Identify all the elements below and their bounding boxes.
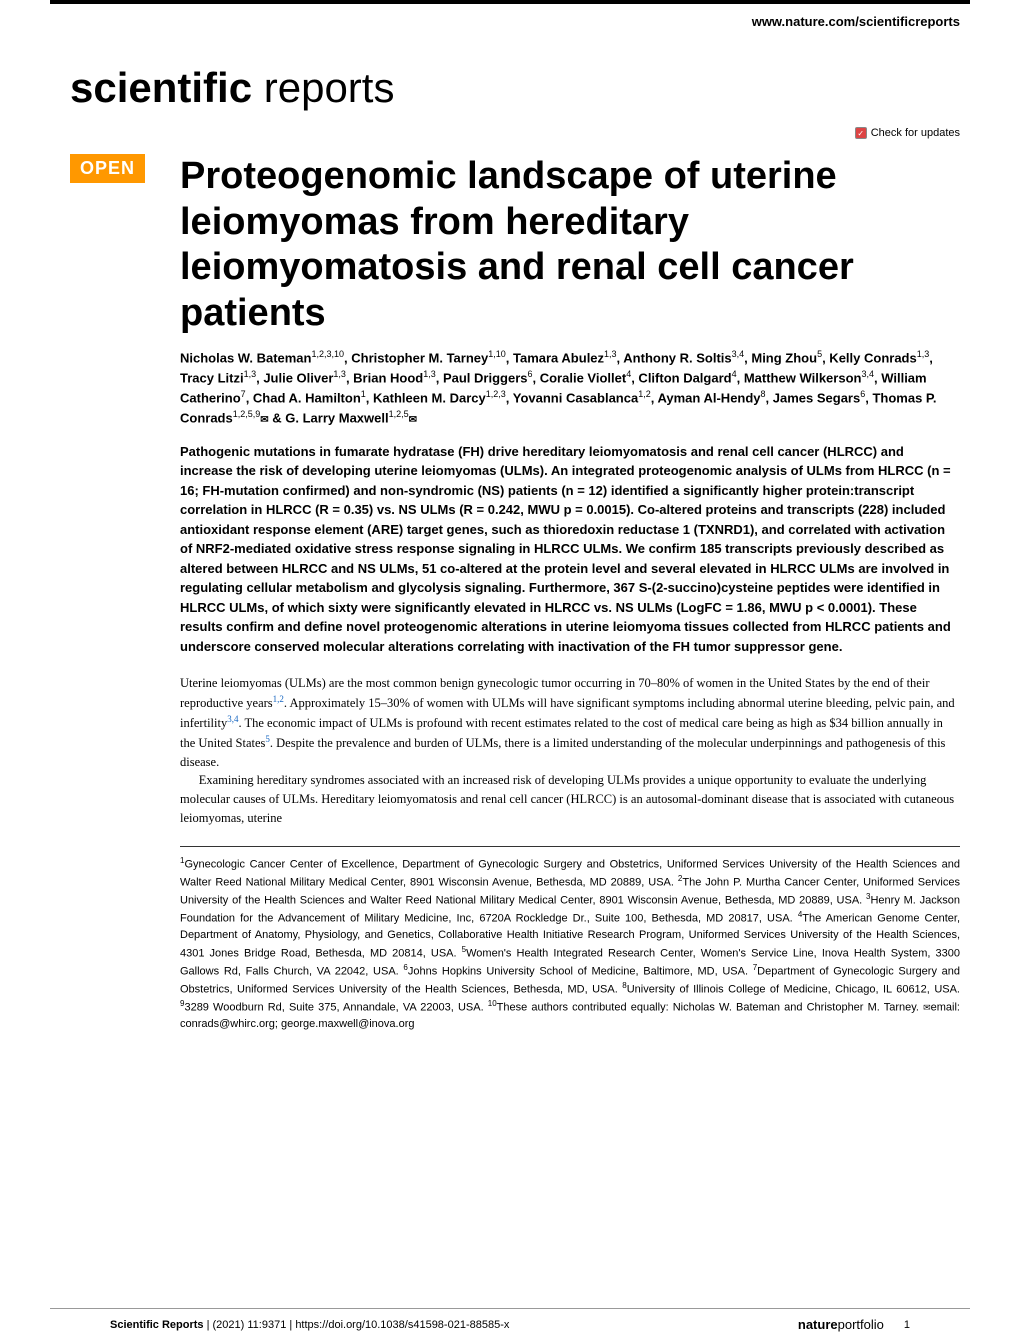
body-p1d: . Despite the prevalence and burden of U… xyxy=(180,736,945,769)
page-footer: Scientific Reports | (2021) 11:9371 | ht… xyxy=(50,1308,970,1340)
body-paragraph-2: Examining hereditary syndromes associate… xyxy=(180,771,960,827)
check-updates-icon: ✓ xyxy=(855,127,867,139)
logo-light: reports xyxy=(252,64,394,111)
article-title: Proteogenomic landscape of uterine leiom… xyxy=(180,154,960,336)
journal-url: www.nature.com/scientificreports xyxy=(0,4,1020,34)
open-label: OPEN xyxy=(70,154,145,183)
footer-citation: Scientific Reports | (2021) 11:9371 | ht… xyxy=(110,1319,509,1331)
abstract: Pathogenic mutations in fumarate hydrata… xyxy=(180,442,960,657)
section-divider xyxy=(180,846,960,847)
main-content: OPEN Proteogenomic landscape of uterine … xyxy=(0,144,1020,1033)
ref-sup-1[interactable]: 1,2 xyxy=(273,694,284,704)
ref-sup-2[interactable]: 3,4 xyxy=(227,714,238,724)
logo-bold: scientific xyxy=(70,64,252,111)
footer-doi[interactable]: https://doi.org/10.1038/s41598-021-88585… xyxy=(295,1319,509,1331)
footer-journal: Scientific Reports xyxy=(110,1319,204,1331)
body-paragraph-1: Uterine leiomyomas (ULMs) are the most c… xyxy=(180,674,960,827)
journal-logo: scientific reports xyxy=(0,34,1020,122)
check-updates-link[interactable]: ✓ Check for updates xyxy=(0,122,1020,144)
open-access-badge: OPEN xyxy=(70,154,180,1033)
footer-cite: (2021) 11:9371 xyxy=(213,1319,287,1331)
nature-portfolio-logo: natureportfolio xyxy=(798,1317,884,1332)
author-list: Nicholas W. Bateman1,2,3,10, Christopher… xyxy=(180,348,960,427)
affiliations: 1Gynecologic Cancer Center of Excellence… xyxy=(180,855,960,1033)
np-bold: nature xyxy=(798,1317,838,1332)
page-number: 1 xyxy=(904,1319,910,1331)
check-updates-label: Check for updates xyxy=(871,127,960,139)
article-body: Proteogenomic landscape of uterine leiom… xyxy=(180,154,960,1033)
footer-right: natureportfolio 1 xyxy=(798,1317,910,1332)
np-light: portfolio xyxy=(838,1317,884,1332)
